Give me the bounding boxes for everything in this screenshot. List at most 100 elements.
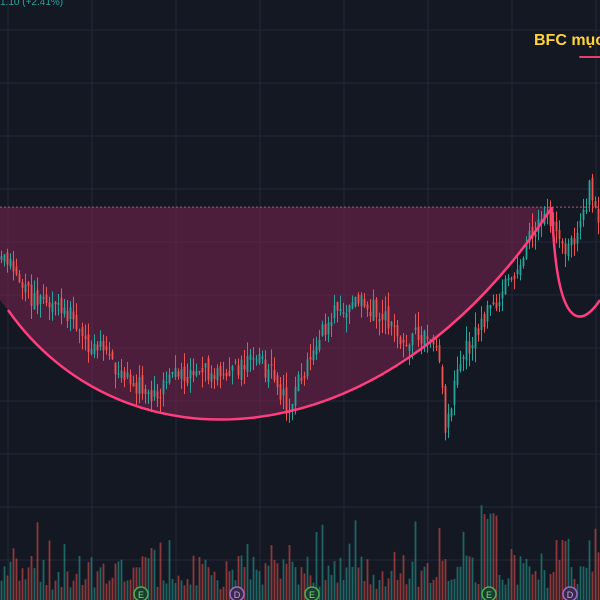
volume-bar bbox=[225, 561, 228, 600]
candle-body bbox=[309, 356, 312, 360]
candle-body bbox=[177, 371, 180, 377]
candle-body bbox=[258, 354, 261, 363]
candle-body bbox=[531, 226, 534, 239]
marker-label: E bbox=[138, 590, 144, 600]
candle-body bbox=[144, 388, 147, 394]
candle-body bbox=[315, 346, 318, 355]
candle-body bbox=[513, 275, 516, 280]
candle-body bbox=[255, 359, 258, 361]
volume-bar bbox=[144, 557, 147, 600]
candle-body bbox=[351, 302, 354, 309]
candle-body bbox=[312, 350, 315, 361]
candle-body bbox=[69, 307, 72, 320]
candle-body bbox=[147, 392, 150, 395]
candle-body bbox=[477, 328, 480, 335]
volume-bar bbox=[156, 586, 159, 600]
volume-bar bbox=[561, 539, 564, 600]
volume-bar bbox=[480, 505, 483, 600]
earnings-marker[interactable]: E bbox=[133, 586, 149, 600]
volume-bar bbox=[501, 579, 504, 600]
volume-bar bbox=[339, 557, 342, 600]
volume-bar bbox=[567, 538, 570, 600]
candle-body bbox=[525, 241, 528, 259]
marker-label: D bbox=[234, 590, 241, 600]
volume-bar bbox=[558, 559, 561, 600]
volume-bar bbox=[87, 562, 90, 600]
candle-body bbox=[564, 243, 567, 255]
candle-body bbox=[498, 301, 501, 307]
volume-bar bbox=[459, 566, 462, 600]
candle-body bbox=[372, 300, 375, 321]
candle-body bbox=[597, 208, 600, 223]
volume-bar bbox=[51, 589, 54, 600]
volume-bar bbox=[30, 556, 33, 600]
volume-bar bbox=[351, 566, 354, 600]
candle-body bbox=[417, 326, 420, 340]
volume-bar bbox=[6, 575, 9, 600]
volume-bar bbox=[546, 587, 549, 600]
volume-bar bbox=[393, 551, 396, 600]
candle-body bbox=[213, 375, 216, 379]
candle-body bbox=[381, 313, 384, 320]
candle-body bbox=[198, 371, 201, 373]
candle-body bbox=[174, 367, 177, 378]
earnings-marker[interactable]: E bbox=[304, 586, 320, 600]
volume-bar bbox=[243, 567, 246, 600]
volume-bar bbox=[390, 570, 393, 600]
volume-bar bbox=[387, 578, 390, 600]
volume-bar bbox=[282, 559, 285, 600]
candle-body bbox=[390, 321, 393, 326]
volume-bar bbox=[264, 563, 267, 600]
candle-body bbox=[273, 369, 276, 381]
volume-bar bbox=[306, 556, 309, 600]
volume-bar bbox=[126, 580, 129, 600]
candle-body bbox=[261, 356, 264, 360]
candle-body bbox=[447, 413, 450, 428]
candle-body bbox=[573, 238, 576, 245]
candle-body bbox=[12, 261, 15, 272]
volume-bar bbox=[519, 556, 522, 600]
volume-bar bbox=[540, 553, 543, 600]
candle-body bbox=[153, 390, 156, 397]
volume-bar bbox=[522, 563, 525, 600]
candle-body bbox=[294, 386, 297, 406]
volume-bar bbox=[414, 521, 417, 600]
candle-body bbox=[264, 359, 267, 378]
candle-body bbox=[402, 339, 405, 343]
volume-bar bbox=[552, 571, 555, 600]
candle-body bbox=[456, 369, 459, 386]
volume-bar bbox=[315, 531, 318, 600]
volume-bar bbox=[342, 580, 345, 600]
annotation-title: BFC mục bbox=[534, 32, 600, 49]
volume-bar bbox=[135, 567, 138, 600]
volume-bar bbox=[384, 586, 387, 600]
volume-bar bbox=[429, 582, 432, 600]
volume-bar bbox=[426, 562, 429, 600]
volume-bar bbox=[468, 556, 471, 600]
volume-bar bbox=[153, 549, 156, 600]
volume-bar bbox=[0, 580, 3, 600]
volume-bar bbox=[474, 582, 477, 600]
dividend-marker[interactable]: D bbox=[562, 586, 578, 600]
volume-bar bbox=[498, 574, 501, 600]
volume-bar bbox=[240, 555, 243, 600]
volume-bar bbox=[471, 557, 474, 600]
volume-bar bbox=[24, 579, 27, 600]
candle-body bbox=[480, 318, 483, 330]
volume-bar bbox=[201, 563, 204, 600]
candle-body bbox=[237, 365, 240, 376]
volume-bar bbox=[108, 580, 111, 600]
candle-body bbox=[489, 304, 492, 309]
candle-body bbox=[303, 375, 306, 379]
volume-bar bbox=[258, 571, 261, 600]
candle-body bbox=[429, 339, 432, 341]
volume-bar bbox=[456, 566, 459, 600]
candle-body bbox=[78, 330, 81, 332]
volume-bar bbox=[348, 543, 351, 600]
earnings-marker[interactable]: E bbox=[481, 586, 497, 600]
candle-body bbox=[90, 348, 93, 355]
volume-bar bbox=[252, 556, 255, 600]
dividend-marker[interactable]: D bbox=[229, 586, 245, 600]
